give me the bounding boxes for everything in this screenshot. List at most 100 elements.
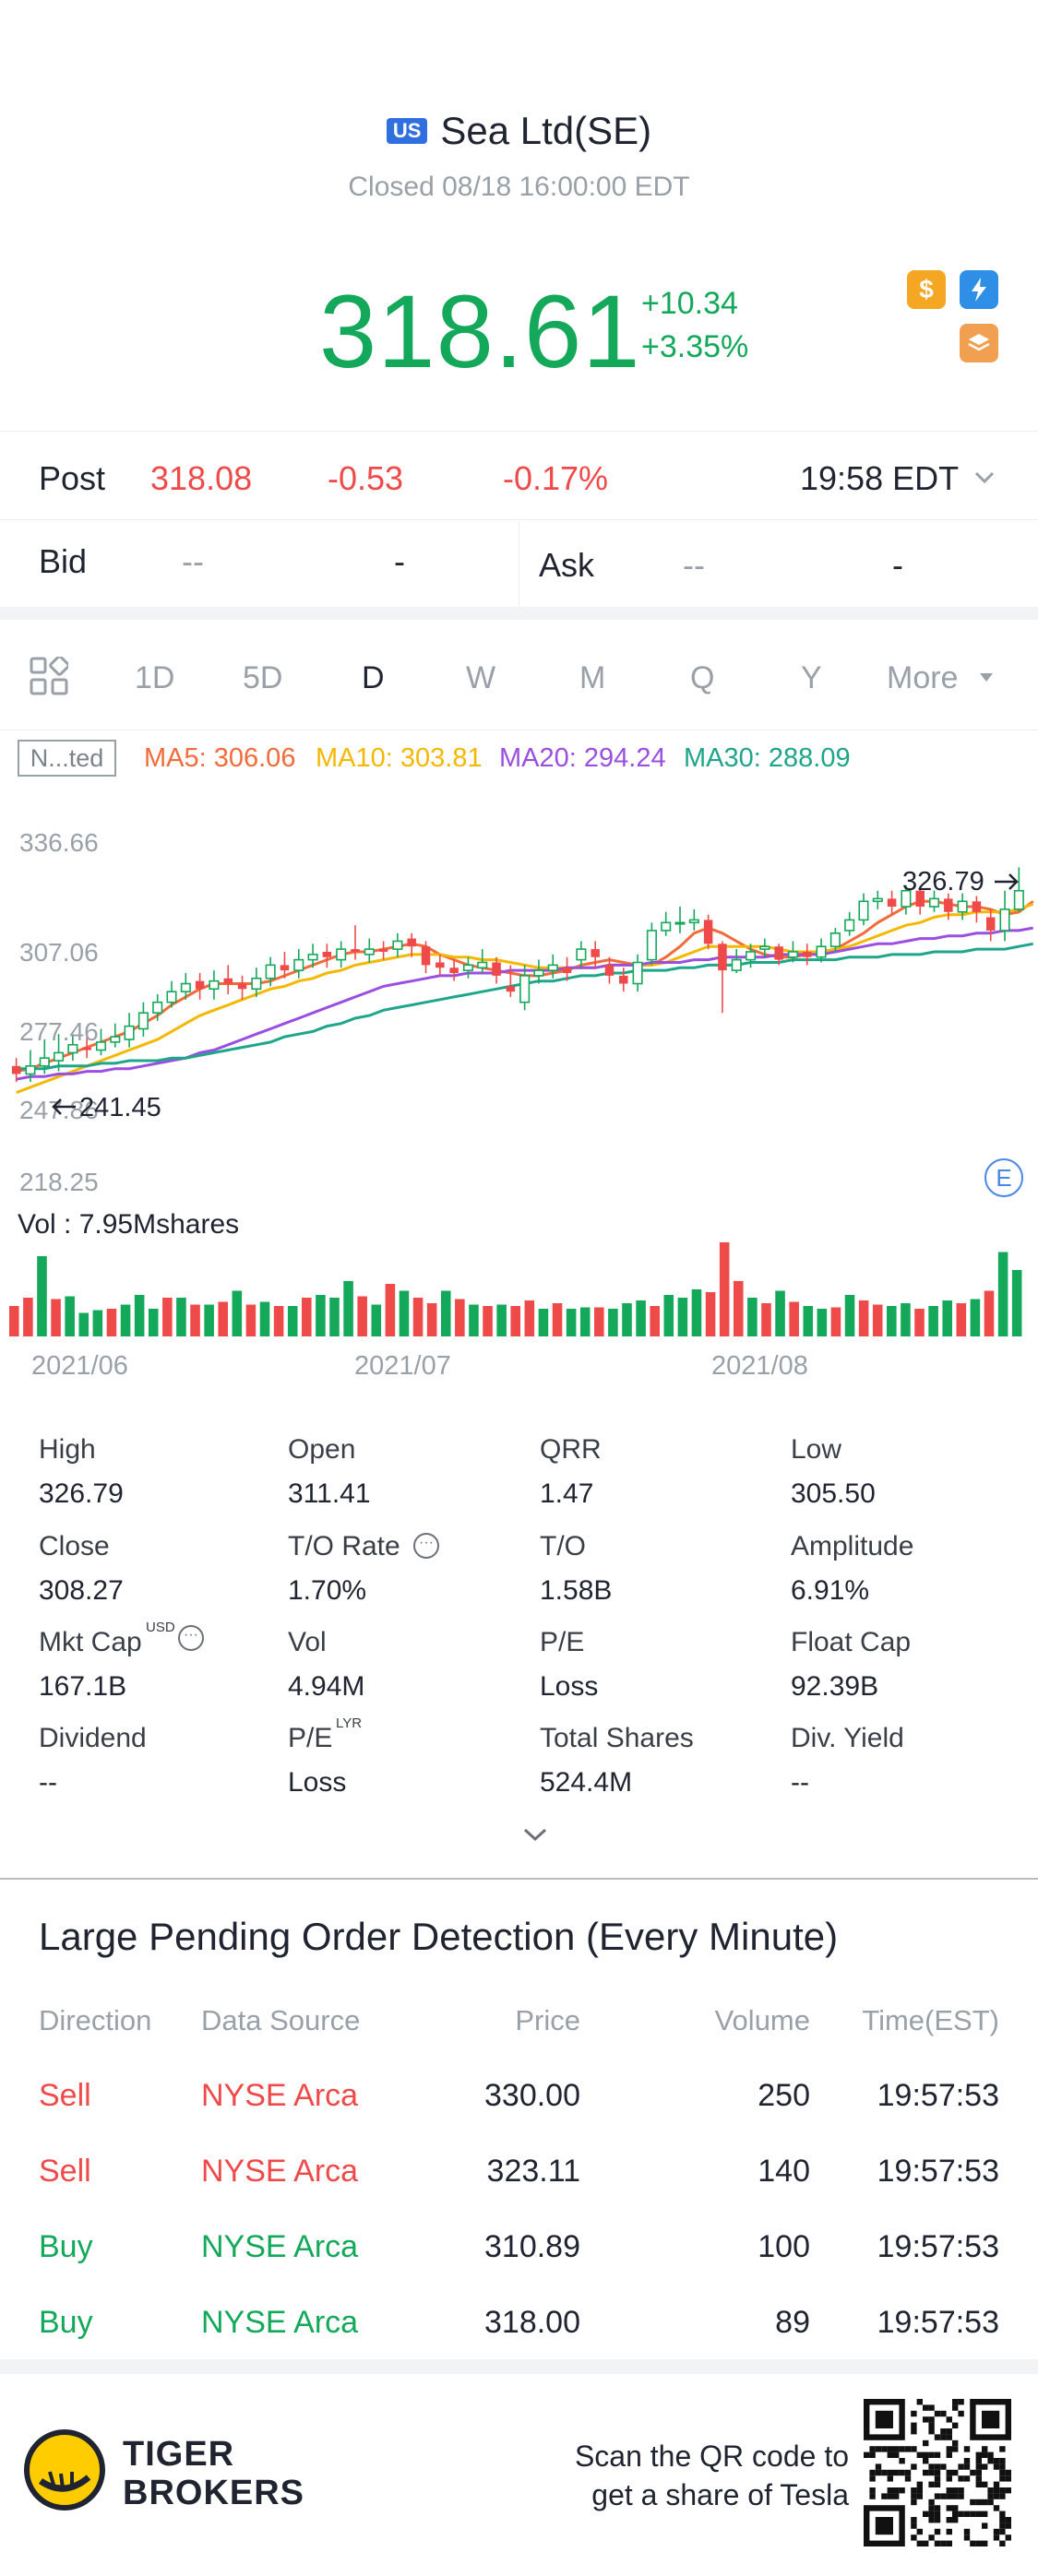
order-source: NYSE Arca <box>201 2154 359 2189</box>
volume-bar <box>872 1304 883 1336</box>
high-marker: 326.79 <box>902 867 984 896</box>
stat-superscript: USD <box>146 1620 175 1635</box>
candle <box>237 975 247 1000</box>
candle <box>661 911 672 936</box>
bid-price: -- <box>182 542 204 580</box>
volume-bar <box>440 1290 451 1336</box>
candlestick-chart[interactable] <box>0 812 1038 1374</box>
volume-bar <box>677 1298 688 1336</box>
order-volume: 140 <box>758 2154 810 2189</box>
post-time[interactable]: 19:58 EDT <box>800 459 960 497</box>
tiger-logo-icon <box>24 2429 105 2511</box>
volume-bar <box>538 1309 549 1336</box>
volume-bar <box>984 1290 995 1336</box>
candle <box>533 959 544 984</box>
section-gap <box>0 607 1038 620</box>
post-change: -0.53 <box>328 459 404 497</box>
chevron-down-icon[interactable] <box>972 465 997 495</box>
tab-more[interactable]: More <box>887 660 959 695</box>
ask-price: -- <box>683 546 705 584</box>
volume-bar <box>747 1298 758 1336</box>
candle <box>985 908 996 942</box>
tab-q[interactable]: Q <box>690 660 715 695</box>
tab-d[interactable]: D <box>362 660 385 695</box>
stat-value: -- <box>39 1767 57 1798</box>
candle <box>351 925 360 960</box>
tab-w[interactable]: W <box>466 660 496 695</box>
volume-bar <box>844 1295 855 1336</box>
col-header-time: Time(EST) <box>862 2004 999 2036</box>
stat-label: Open <box>288 1434 356 1465</box>
candle <box>39 1039 50 1074</box>
candle <box>364 938 375 963</box>
more-info-icon[interactable]: ··· <box>178 1625 204 1651</box>
candle <box>562 956 572 981</box>
more-info-icon[interactable]: ··· <box>413 1533 439 1559</box>
expand-chevron-icon[interactable] <box>521 1824 549 1849</box>
candle <box>972 896 982 923</box>
order-direction: Sell <box>39 2154 91 2189</box>
volume-bar <box>37 1256 47 1336</box>
candle <box>95 1028 107 1056</box>
brand-name: BROKERS <box>123 2474 305 2512</box>
candle <box>54 1034 65 1072</box>
stat-label: Total Shares <box>540 1723 694 1753</box>
tab-1d[interactable]: 1D <box>135 660 175 695</box>
order-price: 318.00 <box>484 2305 580 2340</box>
stat-value: 311.41 <box>288 1478 371 1509</box>
candle <box>449 959 459 981</box>
volume-bar <box>705 1292 716 1336</box>
volume-bar <box>789 1301 799 1336</box>
order-time: 19:57:53 <box>877 2078 999 2113</box>
dollar-icon[interactable]: $ <box>907 270 946 309</box>
volume-bar <box>106 1309 117 1336</box>
candle <box>576 941 587 968</box>
candle <box>745 944 757 968</box>
volume-bar <box>566 1309 577 1336</box>
qr-code-icon[interactable] <box>864 2399 1011 2546</box>
volume-bar <box>148 1309 159 1336</box>
volume-bar <box>956 1303 967 1336</box>
x-tick-label: 2021/06 <box>31 1351 128 1381</box>
candle <box>731 949 742 974</box>
volume-bar <box>524 1300 535 1336</box>
stack-icon[interactable] <box>960 324 998 362</box>
y-tick-label: 277.46 <box>19 1017 99 1046</box>
indicator-selector[interactable]: N...ted <box>18 740 116 777</box>
stat-value: 167.1B <box>39 1671 127 1702</box>
post-price: 318.08 <box>150 459 253 497</box>
tab-y[interactable]: Y <box>801 660 822 695</box>
volume-bar <box>92 1310 103 1336</box>
volume-bar <box>245 1304 257 1336</box>
volume-bar <box>426 1303 437 1336</box>
volume-bar <box>316 1295 326 1336</box>
stat-label: Amplitude <box>791 1531 914 1561</box>
candle <box>280 951 290 979</box>
caret-down-icon[interactable] <box>979 671 994 689</box>
candle <box>519 965 531 1011</box>
volume-bar <box>775 1290 785 1336</box>
candle <box>11 1058 21 1083</box>
candle <box>604 956 614 984</box>
lightning-icon[interactable] <box>960 270 998 309</box>
volume-bar <box>1011 1270 1022 1336</box>
ma20-label: MA20: 294.24 <box>499 743 666 773</box>
volume-bar <box>579 1307 591 1336</box>
stat-label: Div. Yield <box>791 1723 904 1753</box>
volume-bar <box>622 1303 632 1336</box>
stat-label: T/O Rate <box>288 1531 400 1561</box>
earnings-event-icon[interactable]: E <box>984 1158 1023 1197</box>
volume-bar <box>719 1242 730 1336</box>
stock-name: Sea Ltd(SE) <box>440 109 652 152</box>
volume-bar <box>469 1304 479 1336</box>
low-marker: 241.45 <box>79 1093 161 1122</box>
order-volume: 250 <box>758 2078 810 2113</box>
volume-bar <box>510 1306 521 1336</box>
tab-m[interactable]: M <box>579 660 606 695</box>
volume-bar <box>691 1289 702 1336</box>
tab-5d[interactable]: 5D <box>243 660 283 695</box>
x-tick-label: 2021/08 <box>711 1351 808 1381</box>
volume-bar <box>817 1309 828 1336</box>
grid-icon[interactable] <box>30 655 70 700</box>
volume-bar <box>204 1304 214 1336</box>
